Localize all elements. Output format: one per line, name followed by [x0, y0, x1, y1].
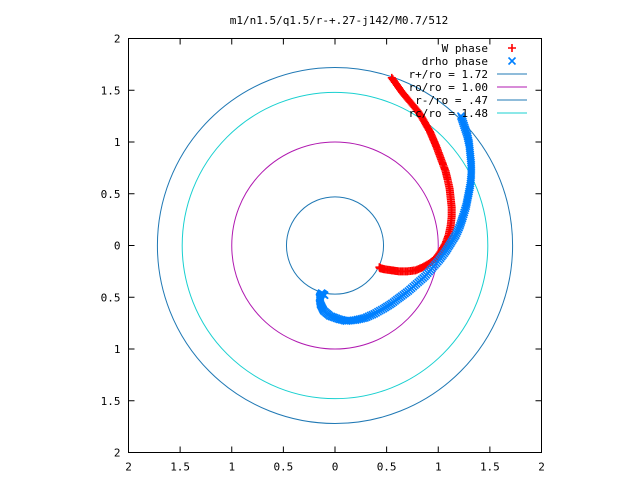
x-tick-label: 0	[332, 461, 339, 474]
x-tick-label: 0.5	[273, 461, 293, 474]
y-tick-label: 1.5	[101, 84, 121, 97]
circle-series	[285, 196, 385, 295]
y-tick-label: 0.5	[101, 291, 121, 304]
axis-ticks: 2 1.5 1 0.5 0 0.5 1 1.5 221.510.500.511.52	[101, 33, 545, 474]
w-phase-point	[375, 263, 384, 272]
y-tick-label: 0.5	[101, 188, 121, 201]
legend-label: W phase	[442, 42, 488, 55]
legend-marker	[507, 56, 517, 66]
x-tick-label: 0.5	[377, 461, 397, 474]
legend-label: ro/ro = 1.00	[409, 81, 488, 94]
legend-marker	[508, 44, 516, 52]
radius-circles	[156, 66, 514, 425]
chart-title: m1/n1.5/q1.5/r-+.27-j142/M0.7/512	[230, 14, 449, 27]
y-tick-label: 1.5	[101, 395, 121, 408]
y-tick-label: 0	[114, 240, 121, 253]
x-tick-label: 2	[538, 461, 545, 474]
x-tick-label: 1.5	[480, 461, 500, 474]
legend-label: rc/ro = 1.48	[409, 107, 488, 120]
circle-series	[156, 66, 514, 425]
y-tick-label: 2	[114, 447, 121, 460]
y-tick-label: 2	[114, 33, 121, 46]
y-tick-label: 1	[114, 343, 121, 356]
circle-series	[181, 91, 489, 400]
data-points	[315, 73, 476, 326]
legend-label: drho phase	[422, 55, 488, 68]
circle-series	[231, 141, 439, 350]
legend-label: r-/ro = .47	[415, 94, 488, 107]
legend-label: r+/ro = 1.72	[409, 68, 488, 81]
x-tick-label: 1	[228, 461, 235, 474]
x-tick-label: 1	[435, 461, 442, 474]
y-tick-label: 1	[114, 136, 121, 149]
x-tick-label: 1.5	[170, 461, 190, 474]
drho-phase-point	[320, 291, 329, 300]
x-tick-label: 2	[125, 461, 132, 474]
